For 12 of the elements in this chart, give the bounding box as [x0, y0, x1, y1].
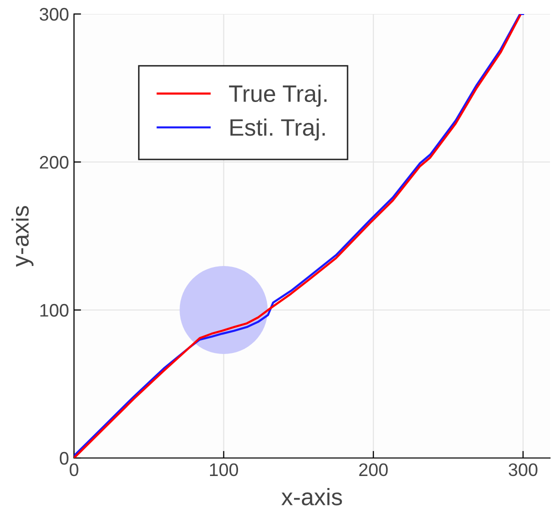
y-tick-label: 300 [40, 8, 68, 21]
x-tick-label: 0 [70, 463, 78, 476]
legend-label: Esti. Traj. [230, 118, 325, 141]
y-tick-label: 200 [40, 156, 68, 169]
x-tick-label: 300 [508, 463, 538, 476]
legend-label: True Traj. [229, 84, 327, 107]
y-axis-title: y-axis [11, 206, 34, 267]
x-axis-title: x-axis [281, 488, 342, 506]
x-tick-label: 100 [210, 463, 238, 476]
x-tick-label: 200 [359, 463, 388, 476]
y-tick-label: 0 [60, 452, 68, 465]
y-tick-label: 100 [40, 304, 68, 317]
